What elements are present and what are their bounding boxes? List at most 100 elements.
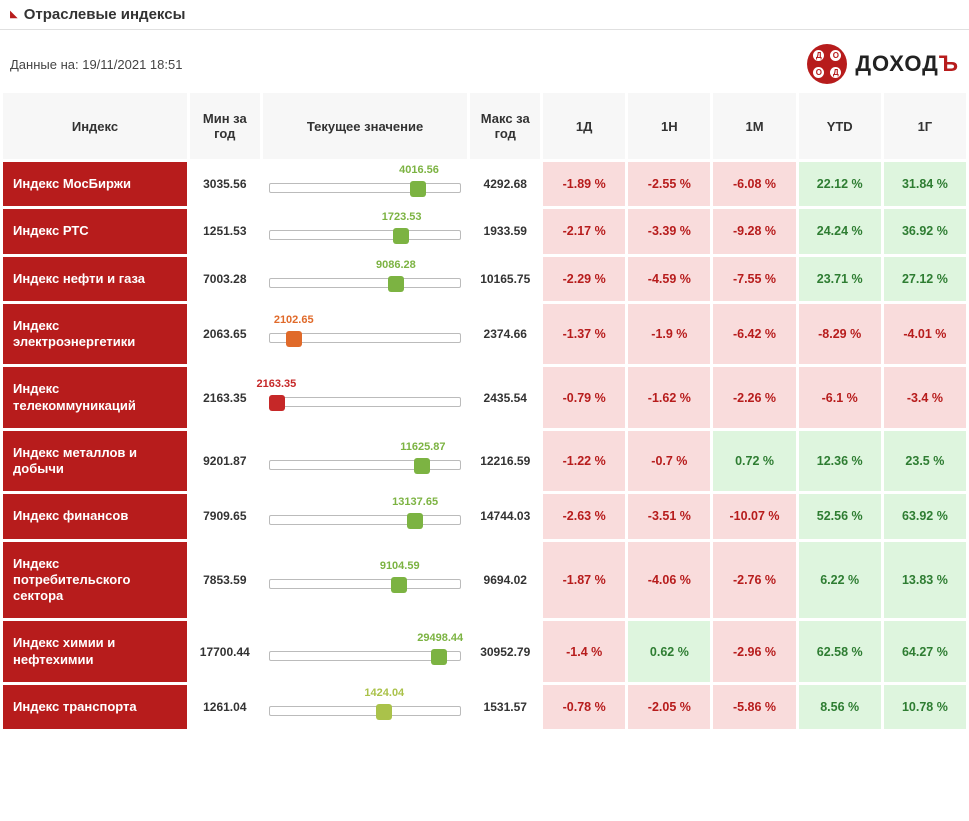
index-name-cell[interactable]: Индекс химии и нефтехимии (2, 620, 189, 684)
current-value-label: 4016.56 (399, 164, 439, 176)
slider-marker-icon (269, 395, 285, 411)
current-value-label: 9104.59 (380, 560, 420, 572)
slider-marker-icon (431, 649, 447, 665)
current-value-slider: 2102.65 (261, 302, 469, 366)
change-cell: -1.87 % (542, 540, 627, 620)
min-value: 1261.04 (188, 683, 261, 730)
index-name-cell[interactable]: Индекс МосБиржи (2, 161, 189, 208)
brand-logo-icon: ДО ОД (807, 44, 847, 84)
index-name-cell[interactable]: Индекс потребительского сектора (2, 540, 189, 620)
change-cell: 23.71 % (797, 255, 882, 302)
current-value-slider: 1723.53 (261, 208, 469, 255)
change-cell: -9.28 % (712, 208, 797, 255)
current-value-slider: 1424.04 (261, 683, 469, 730)
max-value: 4292.68 (469, 161, 542, 208)
current-value-slider: 4016.56 (261, 161, 469, 208)
current-value-label: 2163.35 (256, 378, 296, 390)
change-cell: -5.86 % (712, 683, 797, 730)
change-cell: 64.27 % (882, 620, 967, 684)
index-name-cell[interactable]: Индекс телекоммуникаций (2, 366, 189, 430)
col-1y: 1Г (882, 92, 967, 161)
change-cell: -2.26 % (712, 366, 797, 430)
brand-apostrophe: Ъ (939, 51, 959, 76)
change-cell: 27.12 % (882, 255, 967, 302)
max-value: 30952.79 (469, 620, 542, 684)
current-value-slider: 9104.59 (261, 540, 469, 620)
change-cell: -1.4 % (542, 620, 627, 684)
col-max: Макс за год (469, 92, 542, 161)
table-row: Индекс металлов и добычи9201.8711625.871… (2, 429, 968, 493)
change-cell: 22.12 % (797, 161, 882, 208)
col-1m: 1М (712, 92, 797, 161)
change-cell: 0.62 % (627, 620, 712, 684)
change-cell: -2.29 % (542, 255, 627, 302)
slider-track (269, 230, 462, 240)
index-name-cell[interactable]: Индекс электроэнергетики (2, 302, 189, 366)
slider-marker-icon (414, 458, 430, 474)
min-value: 1251.53 (188, 208, 261, 255)
current-value-label: 13137.65 (392, 496, 438, 508)
col-ytd: YTD (797, 92, 882, 161)
current-value-slider: 11625.87 (261, 429, 469, 493)
slider-marker-icon (376, 704, 392, 720)
change-cell: 63.92 % (882, 493, 967, 540)
current-value-slider: 29498.44 (261, 620, 469, 684)
min-value: 17700.44 (188, 620, 261, 684)
change-cell: -2.96 % (712, 620, 797, 684)
change-cell: -1.62 % (627, 366, 712, 430)
slider-marker-icon (286, 331, 302, 347)
slider-track (269, 333, 462, 343)
change-cell: 0.72 % (712, 429, 797, 493)
slider-marker-icon (391, 577, 407, 593)
current-value-slider: 13137.65 (261, 493, 469, 540)
change-cell: -6.08 % (712, 161, 797, 208)
col-current: Текущее значение (261, 92, 469, 161)
index-name-cell[interactable]: Индекс металлов и добычи (2, 429, 189, 493)
page-title: Отраслевые индексы (24, 6, 186, 23)
current-value-label: 1723.53 (382, 211, 422, 223)
slider-track (269, 706, 462, 716)
change-cell: -1.37 % (542, 302, 627, 366)
slider-track (269, 183, 462, 193)
change-cell: -7.55 % (712, 255, 797, 302)
col-1d: 1Д (542, 92, 627, 161)
brand: ДО ОД ДОХОДЪ (807, 44, 959, 84)
change-cell: 23.5 % (882, 429, 967, 493)
slider-track (269, 651, 462, 661)
table-row: Индекс МосБиржи3035.564016.564292.68-1.8… (2, 161, 968, 208)
change-cell: -0.78 % (542, 683, 627, 730)
index-name-cell[interactable]: Индекс РТС (2, 208, 189, 255)
current-value-label: 1424.04 (364, 687, 404, 699)
max-value: 14744.03 (469, 493, 542, 540)
max-value: 9694.02 (469, 540, 542, 620)
timestamp: Данные на: 19/11/2021 18:51 (10, 57, 182, 72)
change-cell: -3.39 % (627, 208, 712, 255)
change-cell: 13.83 % (882, 540, 967, 620)
change-cell: -2.63 % (542, 493, 627, 540)
min-value: 7909.65 (188, 493, 261, 540)
change-cell: 36.92 % (882, 208, 967, 255)
meta-row: Данные на: 19/11/2021 18:51 ДО ОД ДОХОДЪ (0, 30, 969, 90)
index-name-cell[interactable]: Индекс транспорта (2, 683, 189, 730)
title-marker-icon: ◣ (10, 9, 18, 20)
col-index: Индекс (2, 92, 189, 161)
table-row: Индекс электроэнергетики2063.652102.6523… (2, 302, 968, 366)
index-name-cell[interactable]: Индекс нефти и газа (2, 255, 189, 302)
table-row: Индекс нефти и газа7003.289086.2810165.7… (2, 255, 968, 302)
index-name-cell[interactable]: Индекс финансов (2, 493, 189, 540)
change-cell: -2.76 % (712, 540, 797, 620)
slider-track (269, 397, 462, 407)
current-value-slider: 2163.35 (261, 366, 469, 430)
slider-track (269, 460, 462, 470)
change-cell: -1.9 % (627, 302, 712, 366)
brand-name: ДОХОД (855, 51, 939, 76)
min-value: 2163.35 (188, 366, 261, 430)
change-cell: -0.7 % (627, 429, 712, 493)
change-cell: 6.22 % (797, 540, 882, 620)
change-cell: -2.17 % (542, 208, 627, 255)
min-value: 7853.59 (188, 540, 261, 620)
min-value: 3035.56 (188, 161, 261, 208)
slider-track (269, 579, 462, 589)
table-row: Индекс телекоммуникаций2163.352163.35243… (2, 366, 968, 430)
min-value: 7003.28 (188, 255, 261, 302)
